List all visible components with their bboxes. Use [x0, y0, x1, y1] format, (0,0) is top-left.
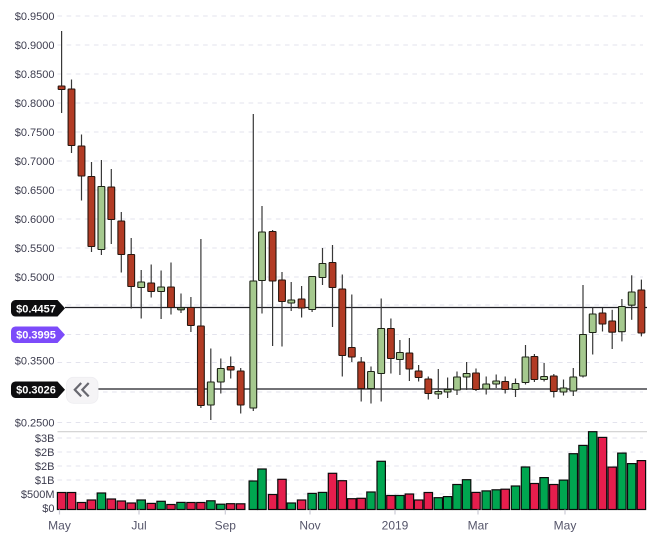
svg-text:$0.8500: $0.8500: [15, 69, 55, 81]
svg-text:May: May: [554, 519, 577, 533]
svg-text:$0.5000: $0.5000: [15, 272, 55, 284]
svg-text:$500M: $500M: [21, 489, 55, 501]
svg-text:$0.2500: $0.2500: [15, 417, 55, 429]
svg-text:Sep: Sep: [215, 519, 237, 533]
svg-text:$2B: $2B: [35, 447, 55, 459]
svg-text:$0: $0: [42, 503, 54, 515]
svg-text:$0.6000: $0.6000: [15, 214, 55, 226]
svg-text:$0.5500: $0.5500: [15, 243, 55, 255]
svg-text:$0.3995: $0.3995: [16, 330, 56, 342]
svg-text:$0.8000: $0.8000: [15, 98, 55, 110]
svg-text:Jul: Jul: [131, 519, 146, 533]
svg-text:$0.3500: $0.3500: [15, 355, 55, 367]
svg-text:Nov: Nov: [299, 519, 320, 533]
svg-text:$0.7500: $0.7500: [15, 127, 55, 139]
svg-text:2019: 2019: [382, 519, 409, 533]
svg-text:$0.4457: $0.4457: [16, 303, 56, 315]
svg-text:$1B: $1B: [35, 475, 55, 487]
svg-text:$0.7000: $0.7000: [15, 156, 55, 168]
svg-text:Mar: Mar: [468, 519, 489, 533]
svg-text:May: May: [48, 519, 71, 533]
svg-text:$2B: $2B: [35, 461, 55, 473]
svg-text:$0.9000: $0.9000: [15, 40, 55, 52]
svg-text:$0.6500: $0.6500: [15, 185, 55, 197]
svg-text:$0.3026: $0.3026: [16, 385, 56, 397]
svg-text:$3B: $3B: [35, 433, 55, 445]
svg-text:$0.9500: $0.9500: [15, 11, 55, 23]
